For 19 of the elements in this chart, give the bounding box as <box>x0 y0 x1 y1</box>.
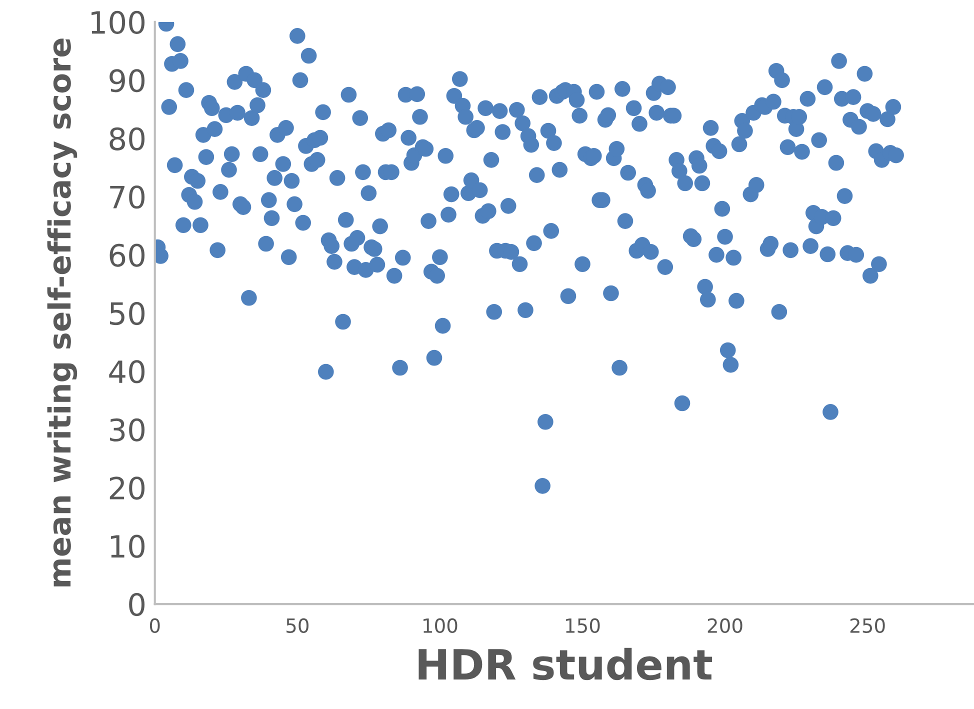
y-tick-label: 40 <box>109 360 145 384</box>
x-tick-label: 100 <box>424 618 458 634</box>
x-tick-label: 0 <box>150 618 160 634</box>
y-tick-label: 20 <box>110 476 145 500</box>
x-tick-label: 200 <box>708 618 742 634</box>
y-tick-label: 10 <box>111 534 145 558</box>
y-tick-label: 30 <box>110 418 145 442</box>
y-tick-label: 100 <box>92 10 144 34</box>
y-axis-title: mean writing self-efficacy score <box>47 38 78 586</box>
y-tick-label: 90 <box>110 69 145 92</box>
x-axis-title: HDR student <box>418 648 712 680</box>
x-tick-label: 50 <box>286 618 308 634</box>
y-tick-label: 70 <box>110 186 145 209</box>
y-tick-label: 50 <box>110 302 145 326</box>
x-tick-label: 250 <box>850 618 885 634</box>
y-tick-label: 60 <box>110 244 145 267</box>
x-tick-label: 150 <box>566 618 600 634</box>
y-tick-label: 0 <box>129 593 145 616</box>
y-tick-label: 80 <box>110 127 145 150</box>
